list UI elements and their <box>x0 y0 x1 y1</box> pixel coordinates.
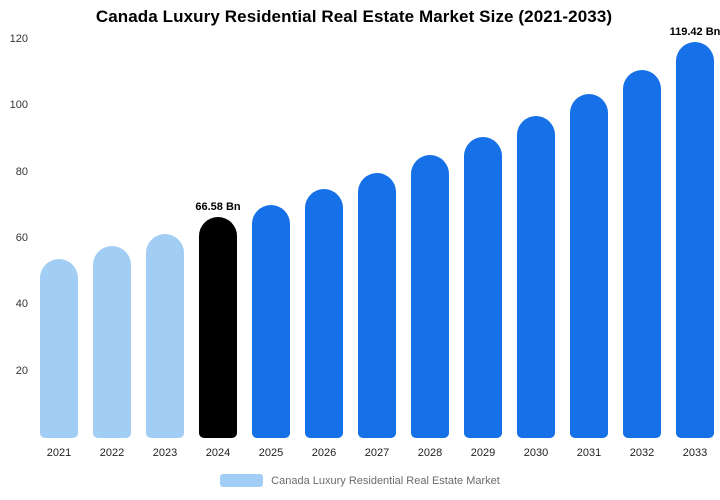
x-axis-tick-label: 2022 <box>99 447 125 459</box>
y-axis-tick-label: 60 <box>15 232 28 244</box>
bar-value-label-2033: 119.42 Bn <box>669 25 720 38</box>
bar-column-2033: 119.42 Bn 2033 <box>670 26 720 459</box>
legend-swatch <box>220 474 264 487</box>
x-axis-tick-label: 2032 <box>629 447 655 459</box>
bar-2025 <box>252 204 290 438</box>
bar-2028 <box>411 154 449 438</box>
y-axis-tick-label: 20 <box>15 364 28 377</box>
y-axis-tick-label: 80 <box>15 165 28 178</box>
bar-column-2021: 2021 <box>40 258 78 459</box>
bar-2027 <box>358 172 396 438</box>
y-axis-tick-label: 120 <box>9 33 28 45</box>
bar-2030 <box>517 115 555 438</box>
x-axis-tick-label: 2028 <box>417 447 443 459</box>
x-axis-tick-label: 2025 <box>258 447 284 459</box>
bar-2021 <box>40 258 78 438</box>
bar-column-2025: 2025 <box>252 204 290 459</box>
x-axis-tick-label: 2024 <box>205 447 231 459</box>
bar-2022 <box>93 245 131 438</box>
bar-column-2024: 66.58 Bn 2024 <box>195 201 240 459</box>
x-axis-tick-label: 2031 <box>576 447 602 459</box>
x-axis-tick-label: 2027 <box>364 447 390 459</box>
bar-column-2023: 2023 <box>146 233 184 459</box>
bar-2026 <box>305 189 343 438</box>
bar-column-2026: 2026 <box>305 189 343 459</box>
bar-2032 <box>623 70 661 438</box>
bar-column-2027: 2027 <box>358 172 396 459</box>
bar-column-2031: 2031 <box>570 94 608 459</box>
x-axis-tick-label: 2029 <box>470 447 496 459</box>
bar-2033 <box>676 41 714 438</box>
x-axis-tick-label: 2023 <box>152 447 178 459</box>
plot-area: 2021 2022 2023 66.58 Bn 2024 2025 2026 2027 2028… <box>40 26 720 459</box>
legend: Canada Luxury Residential Real Estate Ma… <box>0 474 720 487</box>
x-axis-tick-label: 2021 <box>46 447 72 459</box>
bar-2029 <box>464 136 502 438</box>
legend-label: Canada Luxury Residential Real Estate Ma… <box>271 474 500 487</box>
bar-column-2029: 2029 <box>464 136 502 459</box>
bar-column-2022: 2022 <box>93 245 131 459</box>
x-axis-tick-label: 2026 <box>311 447 337 459</box>
bar-column-2032: 2032 <box>623 70 661 459</box>
bar-value-label-2024: 66.58 Bn <box>195 201 241 214</box>
bar-2031 <box>570 94 608 438</box>
x-axis-tick-label: 2033 <box>682 447 708 459</box>
y-axis-tick-label: 100 <box>9 99 28 112</box>
bar-2024 <box>199 217 237 438</box>
bar-column-2028: 2028 <box>411 154 449 459</box>
chart-title: Canada Luxury Residential Real Estate Ma… <box>95 7 613 26</box>
bar-2023 <box>146 233 184 438</box>
bar-column-2030: 2030 <box>517 115 555 459</box>
y-axis-tick-label: 40 <box>15 298 28 311</box>
x-axis-tick-label: 2030 <box>523 447 549 459</box>
